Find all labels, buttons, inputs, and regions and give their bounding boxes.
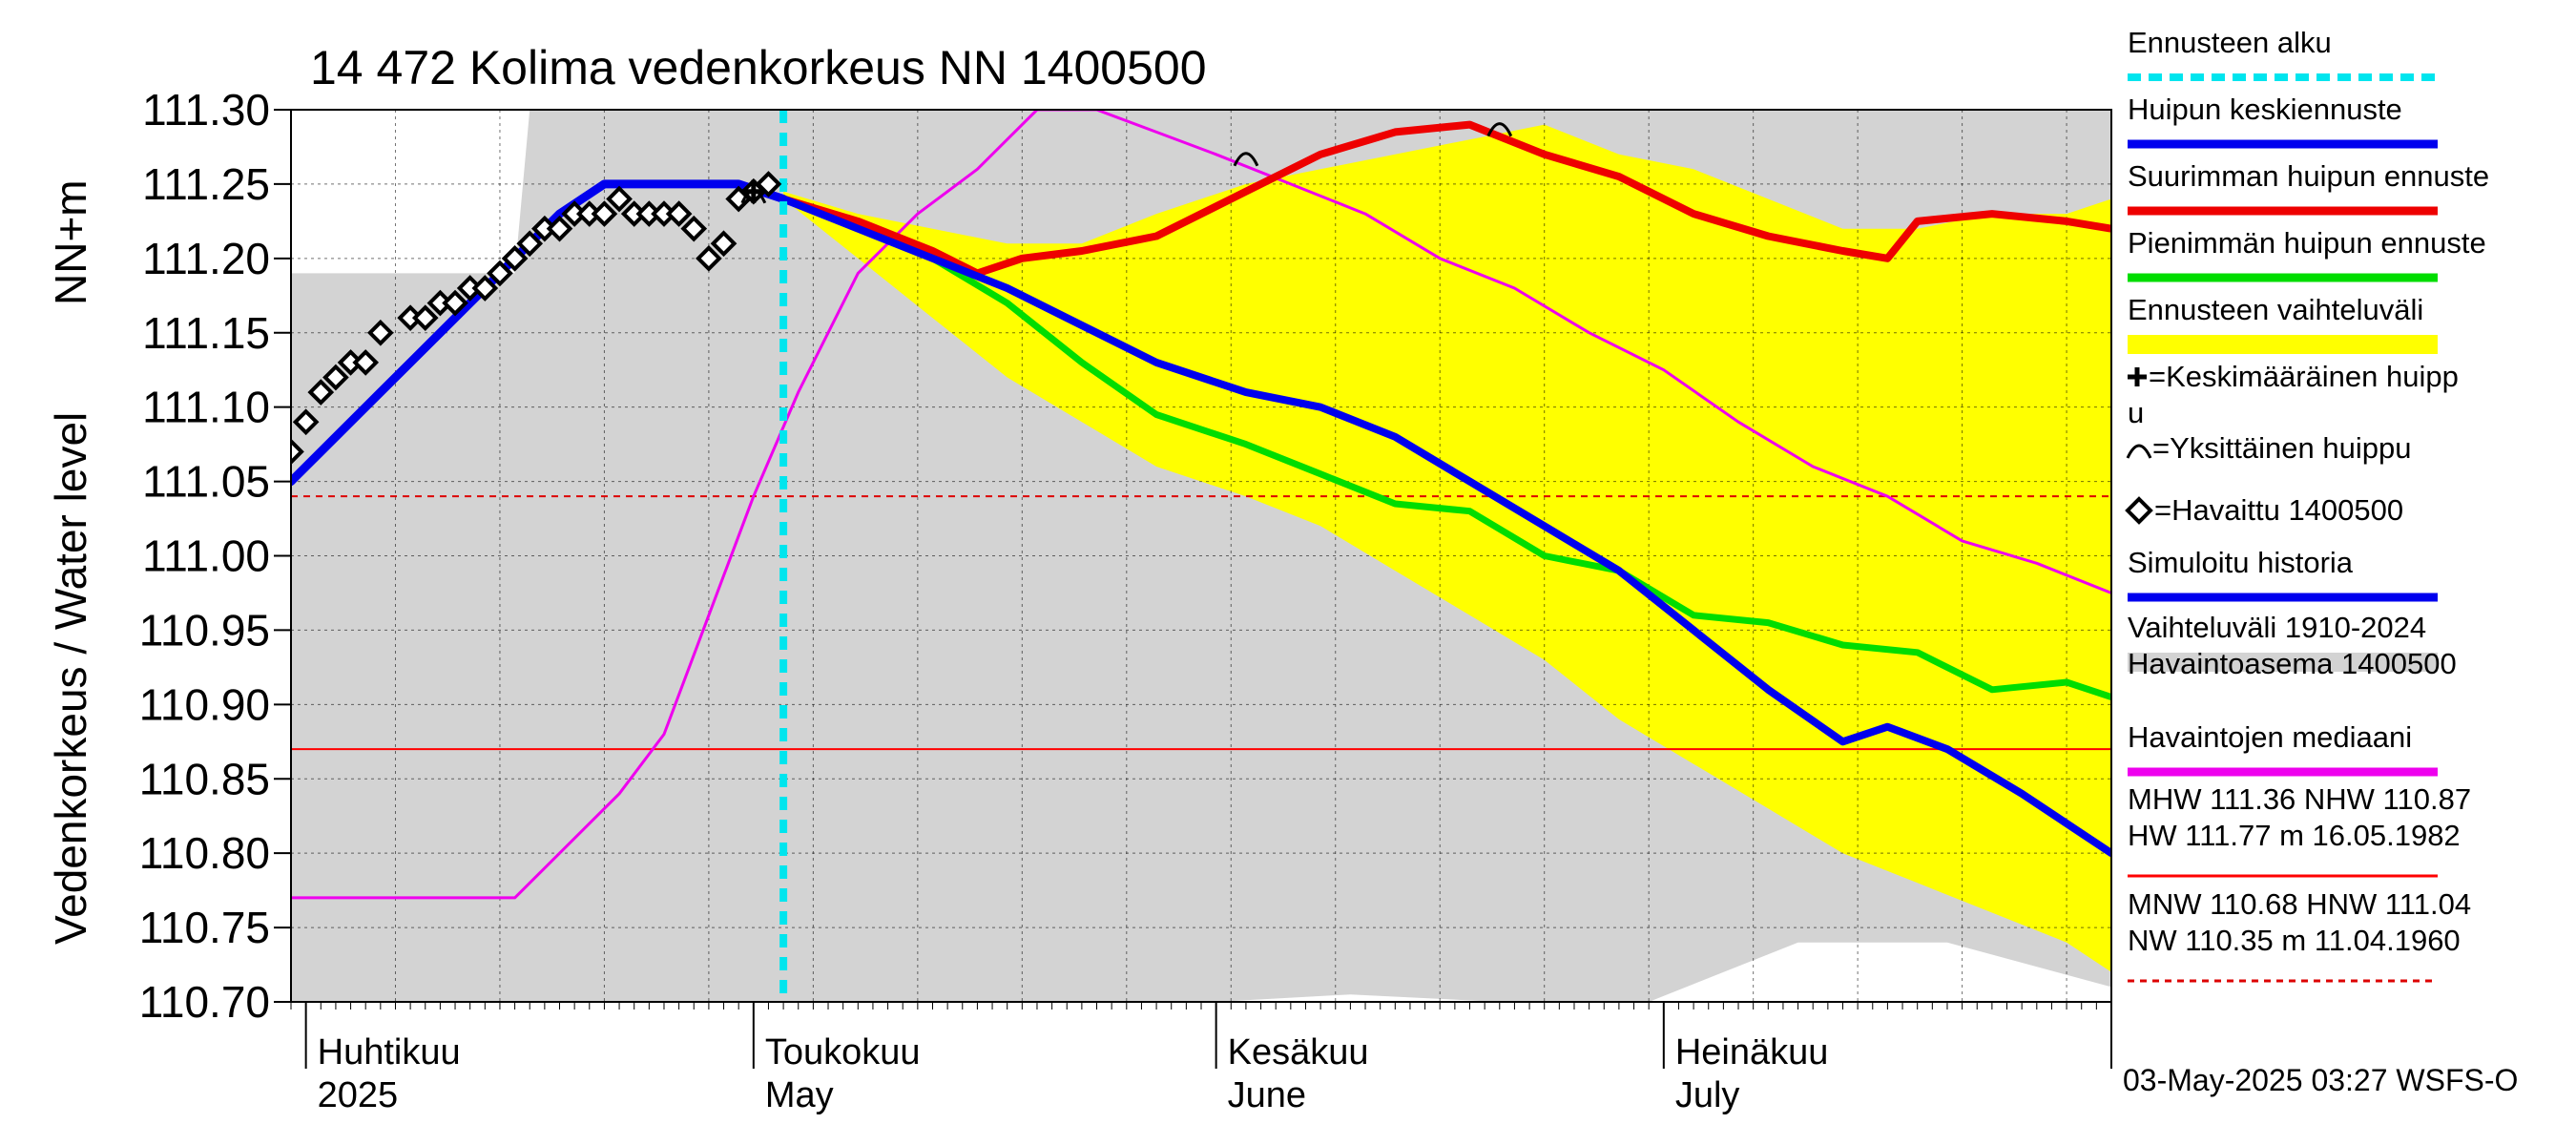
x-month-sublabel: May <box>765 1075 834 1115</box>
legend-item: Ennusteen alku <box>2128 26 2438 81</box>
legend-label-line2: Havaintoasema 1400500 <box>2128 647 2457 680</box>
x-month-sublabel: June <box>1228 1075 1306 1115</box>
legend-label: Simuloitu historia <box>2128 546 2354 579</box>
legend-item: Havaintojen mediaani <box>2128 720 2438 777</box>
legend-label: MNW 110.68 HNW 111.04 <box>2128 887 2471 921</box>
legend-label: =Havaittu 1400500 <box>2154 493 2403 527</box>
series-pienimman-huipun-ennuste <box>779 196 2111 700</box>
legend-label: Ennusteen alku <box>2128 26 2332 59</box>
observed-point <box>352 349 380 376</box>
plot-area <box>291 110 2111 1002</box>
grid-lines <box>291 110 2111 1002</box>
observed-point <box>606 185 633 213</box>
axes: 111.30 111.25 111.20 111.15 111.10 111.05 111.… <box>139 85 2112 1115</box>
y-axis-label: Vedenkorkeus / Water level <box>46 412 95 945</box>
observed-point <box>710 230 737 258</box>
observed-point <box>411 304 439 331</box>
arc-icon <box>2126 444 2152 459</box>
legend: Ennusteen alku Huipun keskiennuste Suurimm… <box>2125 26 2489 983</box>
observed-point <box>367 319 394 346</box>
y-tick-label: 110.75 <box>139 903 270 952</box>
legend-label-line2: HW 111.77 m 16.05.1982 <box>2128 819 2461 852</box>
legend-label-line2: NW 110.35 m 11.04.1960 <box>2128 924 2461 957</box>
legend-item: Simuloitu historia <box>2128 546 2438 602</box>
legend-label: Havaintojen mediaani <box>2128 720 2412 754</box>
legend-label: =Keskimääräinen huipp <box>2149 360 2459 393</box>
observed-point <box>471 275 499 302</box>
x-month-label: Toukokuu <box>765 1032 921 1072</box>
single-peak-marker <box>1486 122 1513 137</box>
observed-point <box>516 230 544 258</box>
y-tick-label: 110.70 <box>139 977 270 1027</box>
timestamp-footer: 03-May-2025 03:27 WSFS-O <box>2123 1063 2518 1097</box>
observed-point <box>696 245 722 272</box>
legend-label: Suurimman huipun ennuste <box>2128 159 2489 193</box>
legend-item: Huipun keskiennuste <box>2128 93 2438 149</box>
y-tick-label: 111.25 <box>142 159 270 209</box>
chart-title: 14 472 Kolima vedenkorkeus NN 1400500 <box>310 41 1207 94</box>
y-tick-label: 111.30 <box>142 85 270 135</box>
mean-peak-marker <box>741 179 765 203</box>
observed-point <box>546 215 573 242</box>
observed-points <box>291 171 782 466</box>
legend-label: Ennusteen vaihteluväli <box>2128 293 2423 326</box>
legend-label: Vaihteluväli 1910-2024 <box>2128 611 2426 644</box>
y-tick-label: 111.20 <box>142 234 270 283</box>
observed-point <box>292 408 320 436</box>
x-month-sublabel: 2025 <box>318 1075 399 1115</box>
plus-icon <box>2128 367 2147 386</box>
series-suurimman-huipun-ennuste <box>779 120 2111 278</box>
observed-point <box>442 289 468 317</box>
legend-item: Suurimman huipun ennuste <box>2128 159 2489 216</box>
series-havaintojen-mediaani <box>291 110 2111 900</box>
legend-label-line2: u <box>2128 396 2144 429</box>
legend-item: Pienimmän huipun ennuste <box>2128 226 2486 282</box>
observed-point <box>680 215 708 242</box>
observed-point <box>665 200 693 227</box>
legend-label: Pienimmän huipun ennuste <box>2128 226 2486 260</box>
legend-swatch <box>2128 335 2438 354</box>
legend-label: Huipun keskiennuste <box>2128 93 2402 126</box>
observed-point <box>591 200 618 227</box>
legend-item: Ennusteen vaihteluväli <box>2128 293 2438 354</box>
legend-label: MHW 111.36 NHW 110.87 <box>2128 782 2471 816</box>
y-tick-label: 110.90 <box>139 679 270 729</box>
legend-item: =Havaittu 1400500 <box>2125 493 2403 527</box>
x-month-label: Heinäkuu <box>1675 1032 1829 1072</box>
y-tick-label: 111.10 <box>142 383 270 432</box>
legend-item: =Keskimääräinen huippu <box>2128 360 2459 429</box>
observed-point <box>291 438 304 466</box>
legend-item: =Yksittäinen huippu <box>2126 431 2411 465</box>
y-tick-label: 110.80 <box>139 828 270 878</box>
x-month-sublabel: July <box>1675 1075 1740 1115</box>
y-tick-label: 111.00 <box>142 531 270 581</box>
observed-point <box>501 245 529 272</box>
series-simuloitu-historia <box>291 179 788 487</box>
y-axis-unit: NN+m <box>46 179 95 305</box>
observed-point <box>322 364 349 391</box>
y-tick-label: 110.85 <box>139 754 270 803</box>
legend-item: Vaihteluväli 1910-2024 Havaintoasema 140… <box>2128 611 2457 680</box>
x-month-label: Huhtikuu <box>318 1032 461 1072</box>
observed-point <box>307 379 335 406</box>
y-tick-label: 110.95 <box>139 605 270 655</box>
single-peak-marker <box>1233 152 1259 167</box>
legend-label: =Yksittäinen huippu <box>2152 431 2411 465</box>
legend-swatch <box>2128 653 2438 672</box>
y-tick-label: 111.05 <box>142 457 270 507</box>
forecast-range-band <box>783 124 2111 972</box>
x-month-label: Kesäkuu <box>1228 1032 1369 1072</box>
series-huipun-keskiennuste <box>779 195 2111 858</box>
diamond-icon <box>2125 496 2153 525</box>
y-tick-label: 111.15 <box>142 308 270 358</box>
observed-point <box>487 260 513 287</box>
